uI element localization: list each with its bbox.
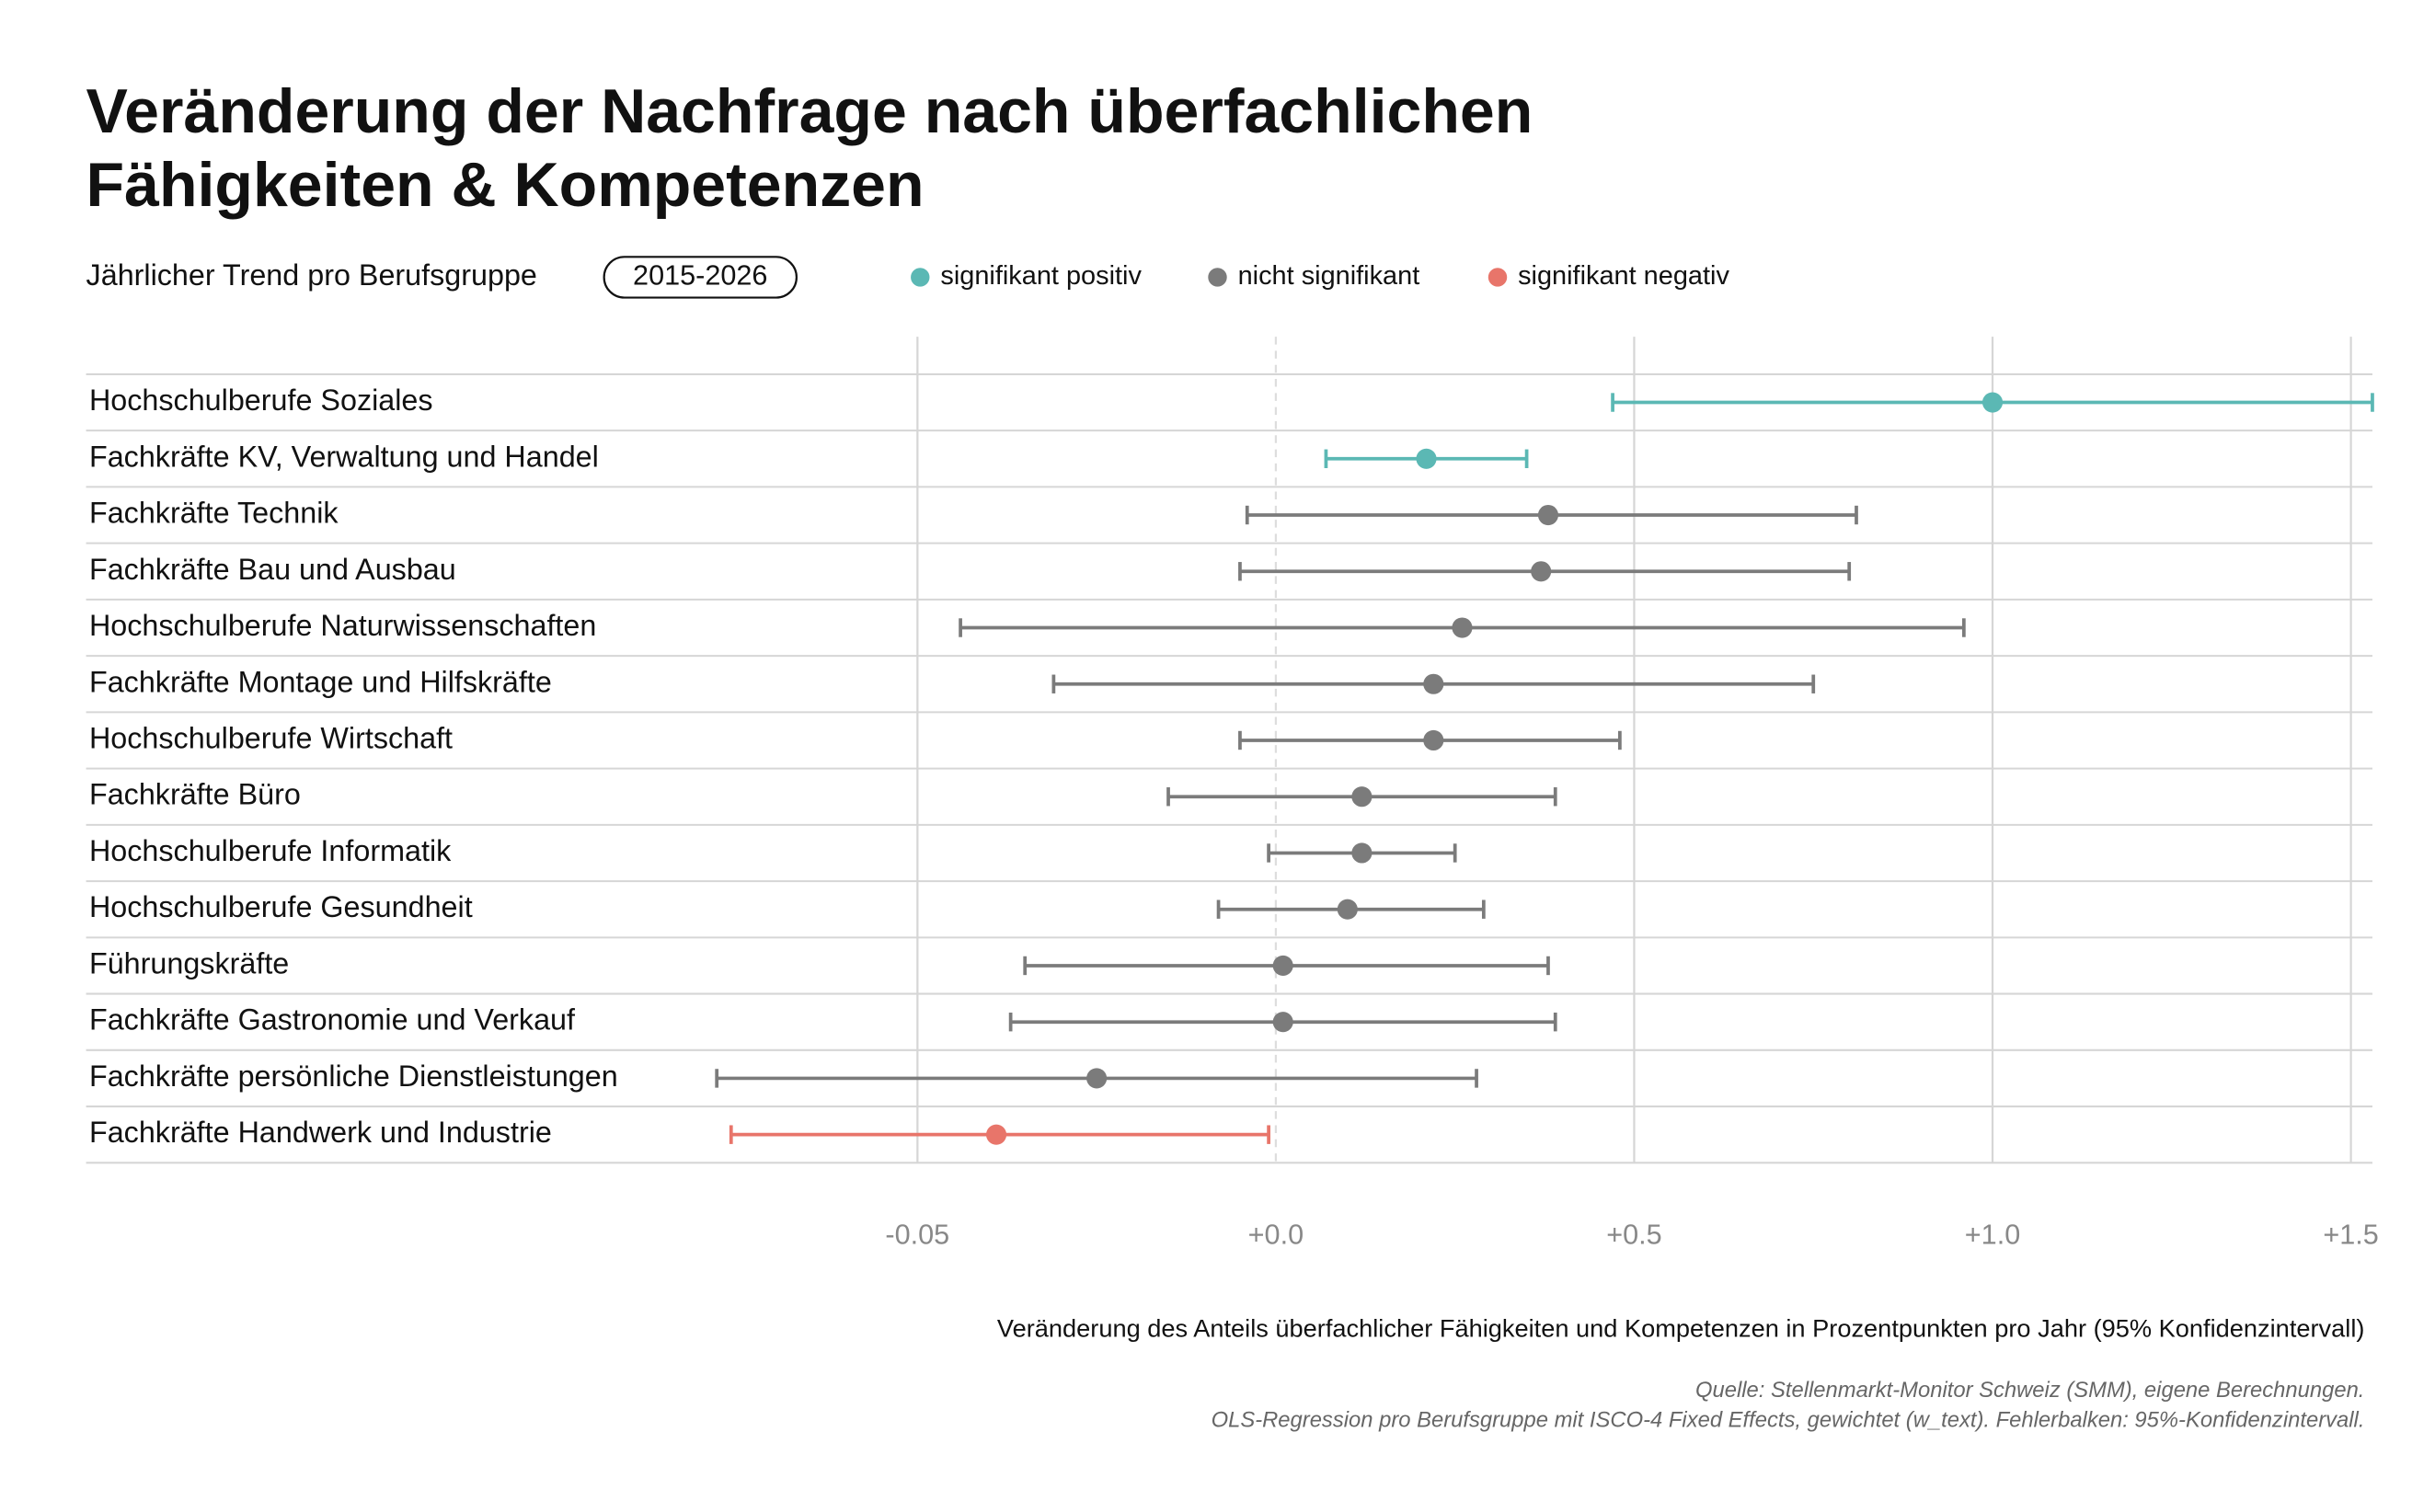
- category-label: Fachkräfte Gastronomie und Verkauf: [89, 1003, 576, 1037]
- category-label: Führungskräfte: [89, 946, 289, 979]
- category-label: Fachkräfte Bau und Ausbau: [89, 553, 456, 586]
- legend-label: nicht signifikant: [1238, 261, 1420, 291]
- x-tick-label: -0.05: [885, 1219, 949, 1250]
- point: [1272, 1012, 1293, 1033]
- source: Quelle: Stellenmarkt-Monitor Schweiz (SM…: [1695, 1378, 2364, 1403]
- legend-dot: [1487, 268, 1508, 287]
- subtitle: Jährlicher Trend pro Berufsgruppe: [86, 258, 537, 292]
- point: [1981, 392, 2004, 413]
- point: [1537, 504, 1559, 526]
- period-pill: [603, 256, 798, 299]
- x-axis-title: Veränderung des Anteils überfachlicher F…: [997, 1314, 2365, 1343]
- chart-title: Fähigkeiten & Kompetenzen: [86, 150, 925, 220]
- category-label: Hochschulberufe Gesundheit: [89, 890, 473, 923]
- category-label: Hochschulberufe Informatik: [89, 834, 452, 867]
- x-tick-label: +0.5: [1606, 1219, 1661, 1250]
- legend-label: signifikant negativ: [1518, 261, 1729, 291]
- category-label: Fachkräfte persönliche Dienstleistungen: [89, 1060, 618, 1093]
- point: [1337, 899, 1358, 920]
- category-label: Hochschulberufe Wirtschaft: [89, 722, 453, 755]
- point: [1272, 955, 1293, 977]
- period: 2015-2026: [633, 260, 767, 292]
- point: [1351, 842, 1373, 864]
- point: [985, 1124, 1007, 1145]
- category-label: Fachkräfte Technik: [89, 497, 339, 530]
- chart-title: Veränderung der Nachfrage nach überfachl…: [86, 76, 1533, 146]
- category-label: Fachkräfte Büro: [89, 778, 301, 811]
- point: [1452, 617, 1473, 638]
- category-label: Fachkräfte KV, Verwaltung und Handel: [89, 440, 599, 473]
- point: [1423, 729, 1444, 751]
- source: OLS-Regression pro Berufsgruppe mit ISCO…: [1212, 1407, 2365, 1432]
- legend-label: signifikant positiv: [940, 261, 1142, 291]
- x-tick-label: +1.0: [1965, 1219, 2020, 1250]
- point: [1416, 448, 1437, 469]
- point: [1351, 786, 1373, 808]
- category-label: Hochschulberufe Naturwissenschaften: [89, 609, 596, 642]
- point: [1423, 673, 1444, 694]
- legend-dot: [1208, 268, 1227, 287]
- category-label: Fachkräfte Montage und Hilfskräfte: [89, 665, 552, 698]
- point: [1531, 561, 1552, 582]
- category-label: Fachkräfte Handwerk und Industrie: [89, 1116, 552, 1149]
- legend-dot: [911, 268, 930, 287]
- x-tick-label: +1.5: [2323, 1219, 2378, 1250]
- x-tick-label: +0.0: [1248, 1219, 1304, 1250]
- point: [1086, 1068, 1108, 1089]
- category-label: Hochschulberufe Soziales: [89, 384, 433, 417]
